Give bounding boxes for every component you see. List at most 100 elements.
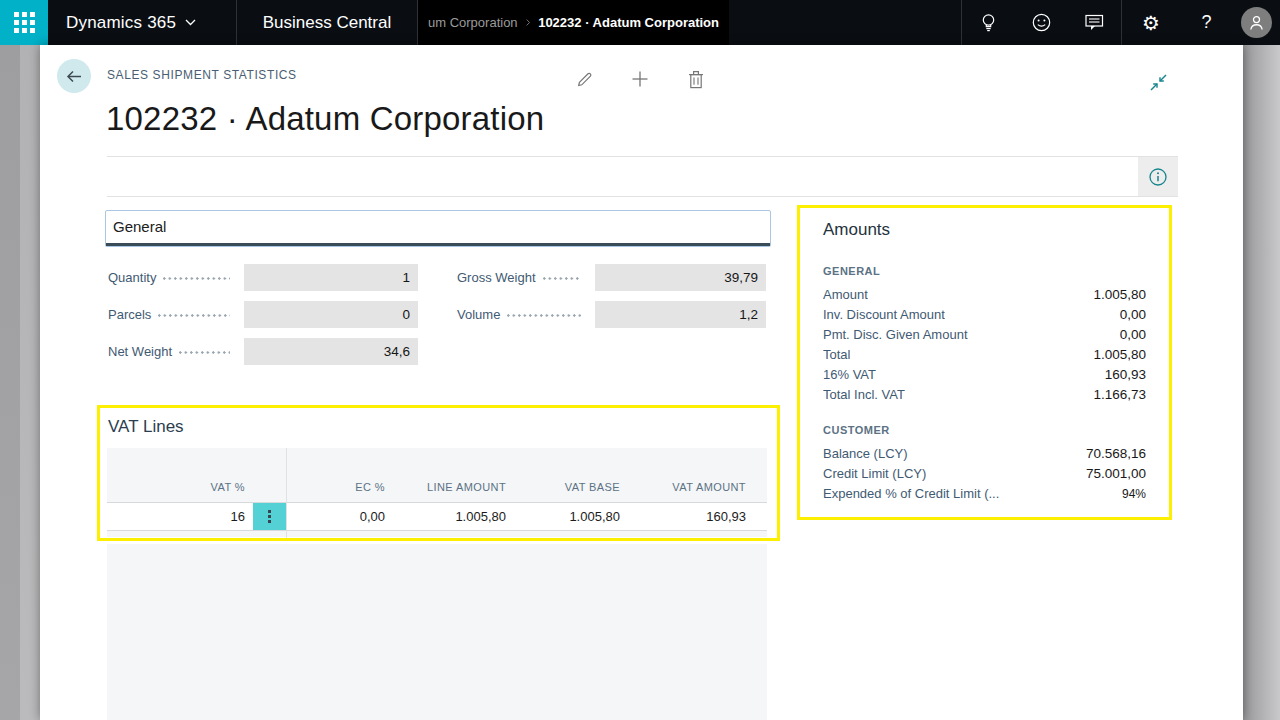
table-header-row: VAT % EC % LINE AMOUNT VAT BASE VAT AMOU…	[107, 448, 767, 503]
amount-value: 1.166,73	[1093, 385, 1146, 405]
vat-lines-title: VAT Lines	[108, 417, 184, 437]
field-value[interactable]: 39,79	[595, 264, 766, 291]
column-header-line-amount[interactable]: LINE AMOUNT	[393, 481, 514, 502]
dotted-leader	[158, 314, 230, 317]
general-group-header[interactable]: General	[105, 210, 771, 247]
amount-value: 0,00	[1120, 325, 1146, 345]
field-net-weight: Net Weight 34,6	[108, 338, 418, 365]
amounts-title: Amounts	[823, 220, 1146, 240]
field-value[interactable]: 1	[244, 264, 418, 291]
breadcrumb: um Corporation 102232 · Adatum Corporati…	[418, 0, 729, 45]
amount-label: Total Incl. VAT	[823, 385, 905, 405]
field-value[interactable]: 0	[244, 301, 418, 328]
edit-button[interactable]	[572, 66, 598, 92]
field-value[interactable]: 34,6	[244, 338, 418, 365]
collapse-button[interactable]	[1145, 69, 1171, 95]
amount-row: 16% VAT 160,93	[823, 365, 1146, 385]
general-fields-right: Gross Weight 39,79 Volume 1,2	[457, 264, 766, 338]
field-parcels: Parcels 0	[108, 301, 418, 328]
column-header-vat-pct[interactable]: VAT %	[107, 481, 253, 502]
amount-row: Balance (LCY) 70.568,16	[823, 444, 1146, 464]
back-button[interactable]	[57, 59, 91, 93]
ellipsis-vertical-icon	[268, 510, 271, 513]
trash-icon	[688, 70, 704, 89]
field-gross-weight: Gross Weight 39,79	[457, 264, 766, 291]
feedback-button[interactable]	[1068, 0, 1121, 45]
product-name[interactable]: Business Central	[237, 0, 417, 45]
column-header-vat-base[interactable]: VAT BASE	[514, 481, 628, 502]
amount-value: 1.005,80	[1093, 285, 1146, 305]
cell-vat-pct[interactable]: 16	[107, 509, 253, 524]
breadcrumb-parent[interactable]: um Corporation	[428, 15, 518, 30]
cell-vat-base[interactable]: 1.005,80	[514, 509, 628, 524]
dotted-leader	[507, 314, 581, 317]
cell-line-amount[interactable]: 1.005,80	[393, 509, 514, 524]
satisfaction-button[interactable]	[1015, 0, 1068, 45]
topbar-spacer	[729, 0, 961, 45]
table-footer-band	[107, 531, 767, 537]
help-button[interactable]: ?	[1180, 0, 1233, 45]
lightbulb-icon	[980, 13, 997, 32]
field-label: Quantity	[108, 270, 156, 285]
amount-value: 0,00	[1120, 305, 1146, 325]
brand-menu[interactable]: Dynamics 365	[48, 0, 236, 45]
amount-label: 16% VAT	[823, 365, 876, 385]
dotted-leader	[179, 351, 230, 354]
delete-button[interactable]	[683, 66, 709, 92]
settings-button[interactable]: ⚙	[1122, 0, 1180, 45]
page-title: 102232 · Adatum Corporation	[106, 100, 544, 138]
amount-row: Total 1.005,80	[823, 345, 1146, 365]
vat-lines-table: VAT % EC % LINE AMOUNT VAT BASE VAT AMOU…	[107, 448, 767, 537]
amount-label: Amount	[823, 285, 868, 305]
dotted-leader	[163, 277, 230, 280]
cell-ec-pct[interactable]: 0,00	[286, 509, 393, 524]
dimmed-background-right	[1243, 45, 1280, 720]
person-icon	[1248, 14, 1265, 31]
main-region: SALES SHIPMENT STATISTICS	[0, 45, 1280, 720]
amount-value: 1.005,80	[1093, 345, 1146, 365]
field-label: Parcels	[108, 307, 151, 322]
amounts-customer-rows: Balance (LCY) 70.568,16 Credit Limit (LC…	[823, 444, 1146, 504]
amount-row: Credit Limit (LCY) 75.001,00	[823, 464, 1146, 484]
column-header-ec-pct[interactable]: EC %	[286, 481, 393, 502]
help-icon: ?	[1201, 12, 1211, 33]
collapse-arrows-icon	[1149, 73, 1168, 92]
breadcrumb-current[interactable]: 102232 · Adatum Corporation	[538, 15, 719, 30]
general-fields-left: Quantity 1 Parcels 0 Net Weight 34,6	[108, 264, 418, 375]
account-button[interactable]	[1233, 0, 1280, 45]
amounts-general-rows: Amount 1.005,80 Inv. Discount Amount 0,0…	[823, 285, 1146, 405]
amount-label: Pmt. Disc. Given Amount	[823, 325, 968, 345]
field-value[interactable]: 1,2	[595, 301, 766, 328]
smiley-icon	[1032, 13, 1051, 32]
field-label: Volume	[457, 307, 500, 322]
amount-label: Total	[823, 345, 850, 365]
waffle-icon	[14, 12, 35, 33]
amount-row: Expended % of Credit Limit (... 94%	[823, 484, 1146, 504]
table-row: 16 0,00 1.005,80 1.005,80 160,93	[107, 503, 767, 531]
column-header-vat-amount[interactable]: VAT AMOUNT	[628, 481, 754, 502]
amount-row: Pmt. Disc. Given Amount 0,00	[823, 325, 1146, 345]
general-group-title: General	[113, 218, 166, 235]
feedback-icon	[1085, 14, 1104, 31]
app-launcher-button[interactable]	[0, 0, 48, 45]
chevron-down-icon	[185, 19, 196, 26]
row-options-button[interactable]	[253, 503, 286, 530]
new-button[interactable]	[627, 66, 653, 92]
info-button[interactable]	[1138, 157, 1178, 196]
pencil-icon	[576, 70, 594, 88]
amounts-group-heading-general: GENERAL	[823, 265, 1146, 277]
amount-label: Expended % of Credit Limit (...	[823, 484, 999, 504]
arrow-left-icon	[65, 69, 83, 84]
breadcrumb-chevron-icon	[526, 17, 531, 28]
statistics-page: SALES SHIPMENT STATISTICS	[40, 45, 1243, 720]
plus-icon	[631, 70, 649, 88]
empty-part-placeholder	[107, 544, 767, 720]
field-label: Gross Weight	[457, 270, 536, 285]
insights-button[interactable]	[962, 0, 1015, 45]
vat-lines-part: VAT Lines VAT % EC % LINE AMOUNT VAT BAS…	[97, 405, 780, 541]
amount-value: 160,93	[1105, 365, 1146, 385]
field-quantity: Quantity 1	[108, 264, 418, 291]
column-divider	[286, 448, 287, 538]
amount-value: 94%	[1122, 484, 1146, 504]
cell-vat-amount[interactable]: 160,93	[628, 509, 754, 524]
